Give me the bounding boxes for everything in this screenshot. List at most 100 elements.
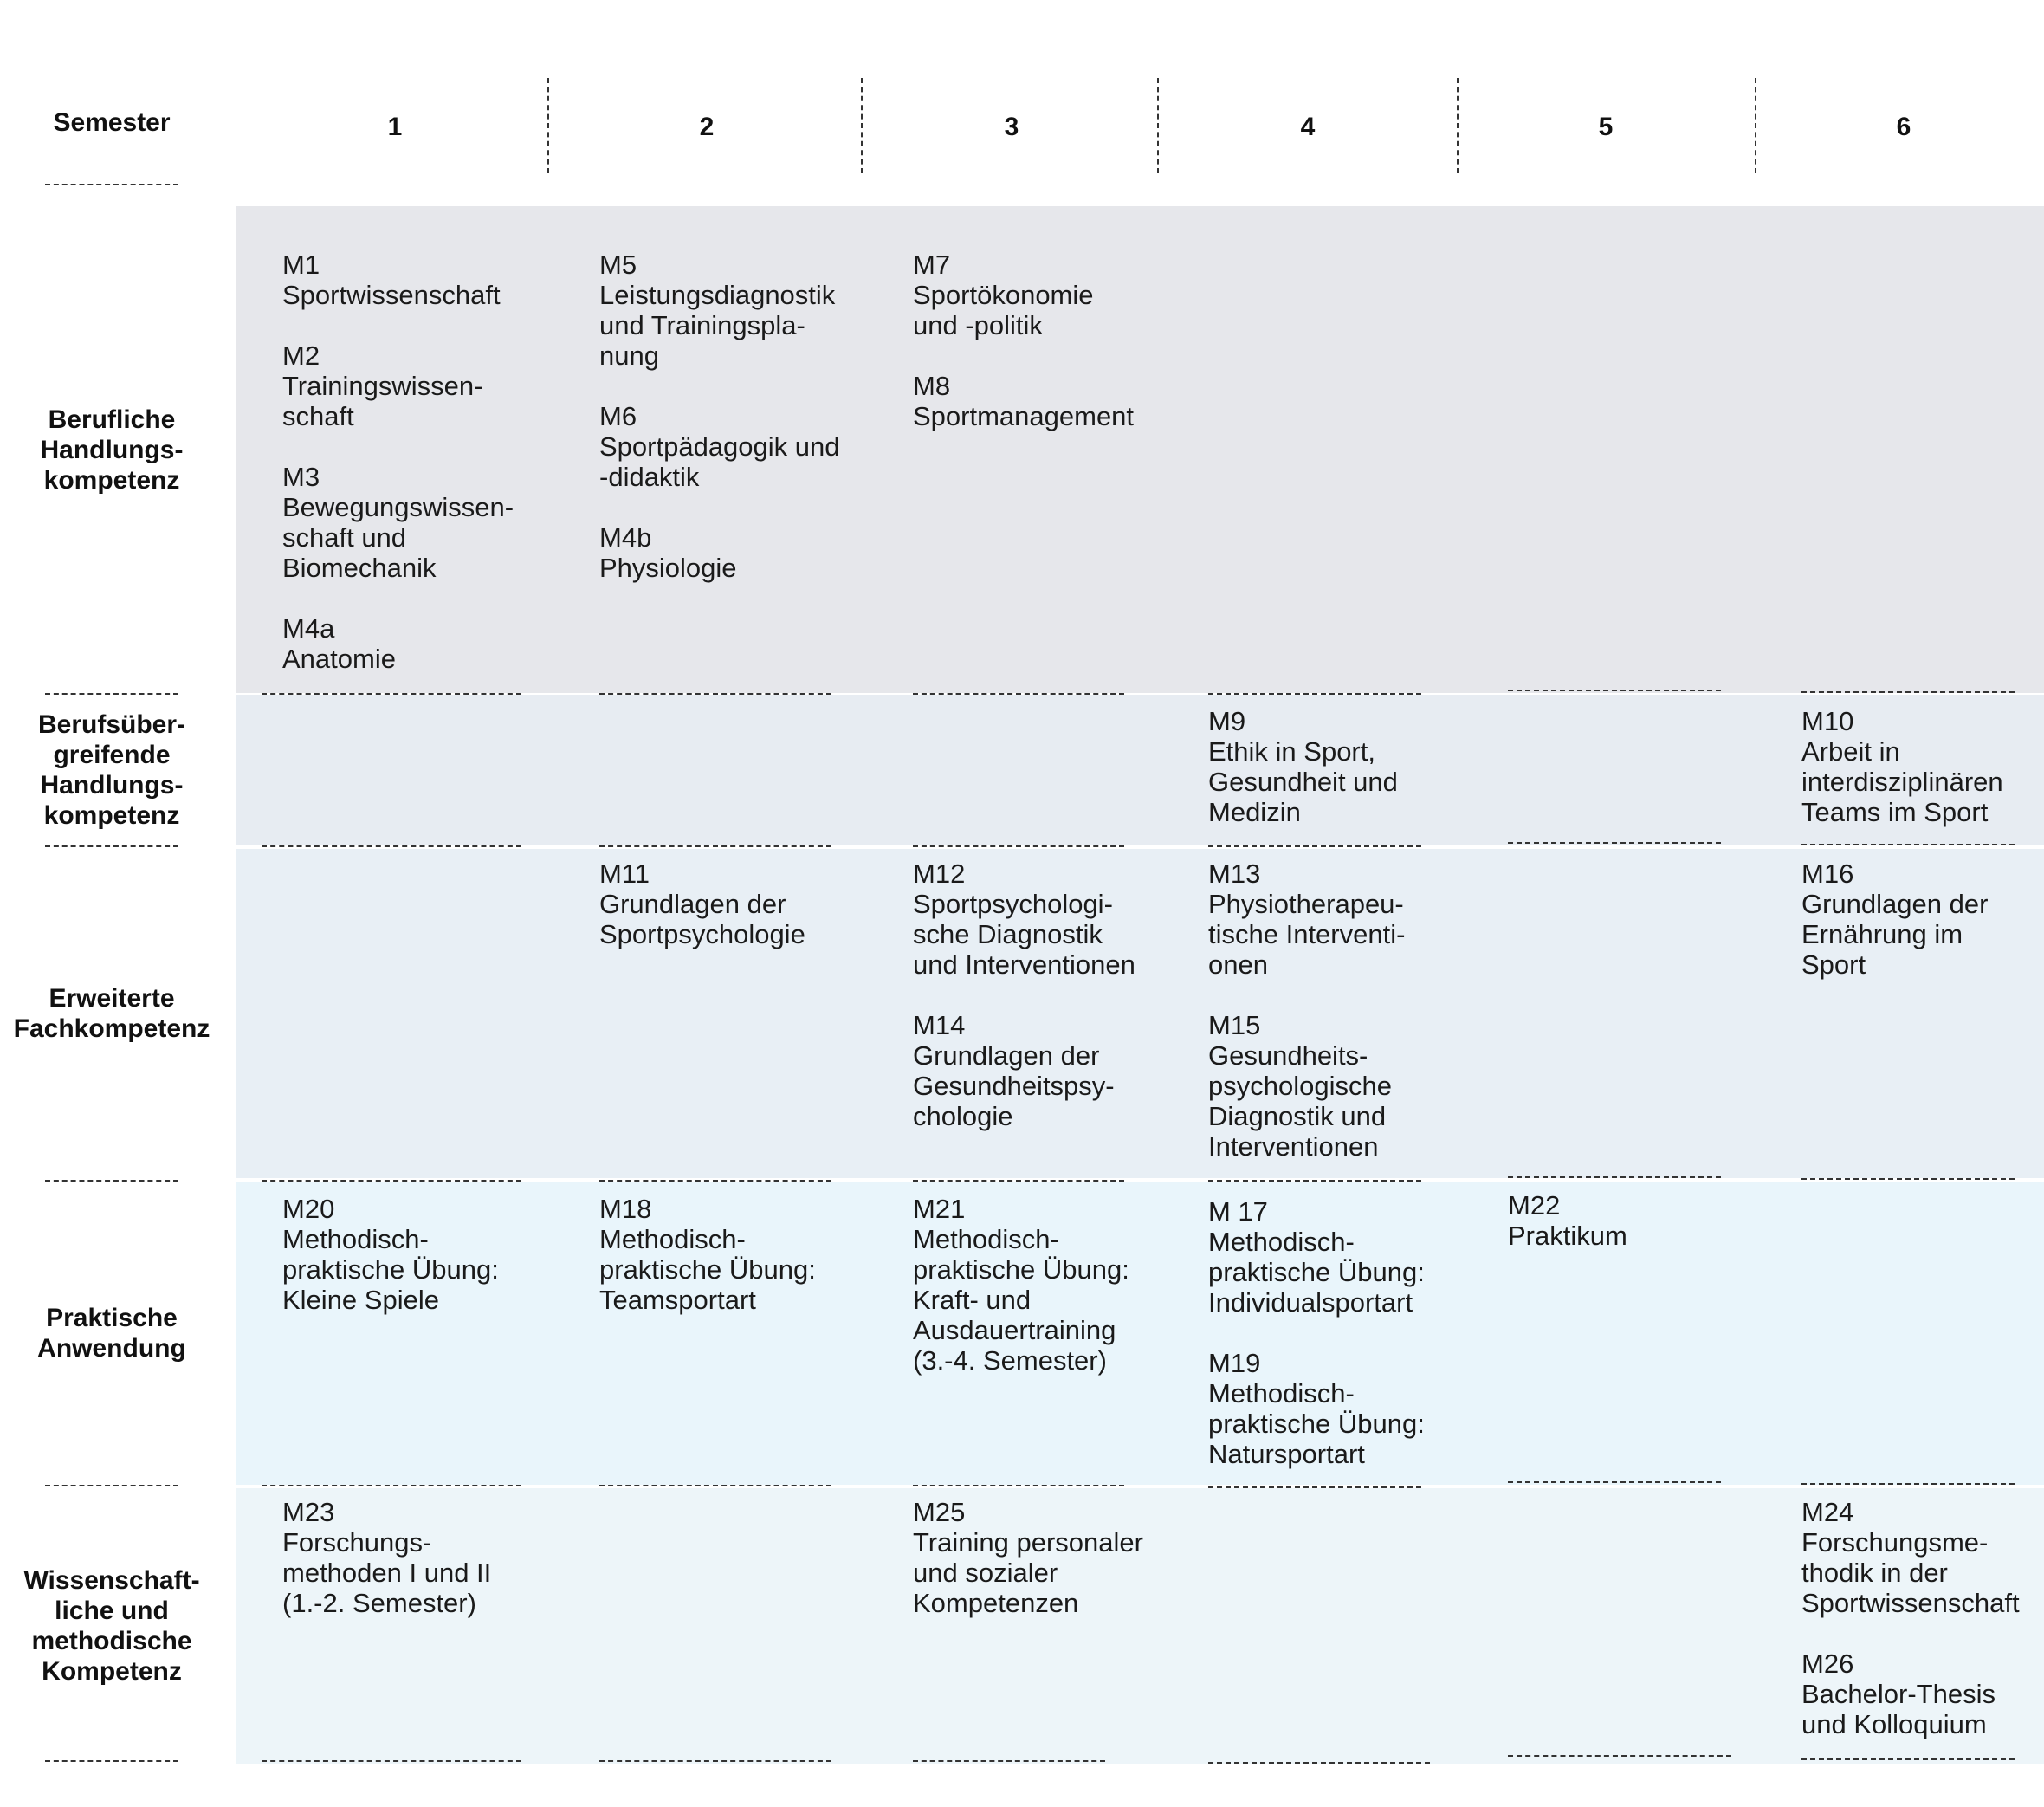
- module-title-line: Sportmanagement: [913, 401, 1135, 431]
- module-entry: M13 Physiotherapeu-tische Interventi-onen: [1208, 858, 1405, 980]
- module-title-line: (3.-4. Semester): [913, 1345, 1107, 1376]
- cell-separator: [913, 845, 1124, 847]
- module-entry: M4a Anatomie: [282, 613, 514, 674]
- cell-separator: [1801, 691, 2015, 693]
- module-title-line: Teamsportart: [599, 1285, 756, 1315]
- module-cell: M1 Sportwissenschaft M2 Trainingswissen-sch…: [282, 249, 514, 674]
- module-entry: M8 Sportmanagement: [913, 371, 1134, 431]
- module-cell: M11 Grundlagen der Sportpsychologie: [599, 858, 805, 949]
- module-code: M16: [1801, 858, 1854, 889]
- module-cell: M9 Ethik in Sport, Gesundheit und Medizin: [1208, 706, 1398, 827]
- module-code: M2: [282, 340, 320, 371]
- module-title-line: methoden I und II: [282, 1558, 492, 1588]
- module-code: M3: [282, 462, 320, 492]
- module-title-line: Training personaler: [913, 1527, 1143, 1558]
- module-entry: M2 Trainingswissen-schaft: [282, 340, 514, 431]
- cell-separator: [913, 693, 1124, 695]
- module-code: M15: [1208, 1010, 1261, 1040]
- row-band-erweiterte: [236, 849, 2044, 1178]
- module-title-line: sche Diagnostik: [913, 919, 1103, 949]
- module-cell: M22 Praktikum: [1508, 1190, 1627, 1251]
- module-code: M26: [1801, 1648, 1854, 1679]
- module-title-line: Physiotherapeu-: [1208, 889, 1404, 919]
- module-cell: M16 Grundlagen der Ernährung im Sport: [1801, 858, 1988, 980]
- cell-separator: [599, 1180, 831, 1182]
- module-title-line: -didaktik: [599, 462, 700, 492]
- module-code: M6: [599, 401, 637, 431]
- cell-separator: [913, 1180, 1124, 1182]
- module-entry: M20 Methodisch-praktische Übung: Kleine Sp…: [282, 1194, 499, 1315]
- module-code: M14: [913, 1010, 966, 1040]
- module-title-line: schaft und: [282, 522, 407, 553]
- module-entry: M12 Sportpsychologi-sche Diagnostik und In…: [913, 858, 1135, 980]
- row-label-separator: [45, 184, 178, 185]
- module-title-line: Grundlagen der: [599, 889, 786, 919]
- module-cell: M5 Leistungsdiagnostik und Trainingspla-nu…: [599, 249, 840, 583]
- module-entry: M22 Praktikum: [1508, 1190, 1627, 1251]
- module-entry: M16 Grundlagen der Ernährung im Sport: [1801, 858, 1988, 980]
- module-code: M4a: [282, 613, 335, 644]
- module-title-line: Ethik in Sport,: [1208, 736, 1375, 767]
- module-title-line: Ernährung im: [1801, 919, 1963, 949]
- module-code: M22: [1508, 1190, 1561, 1221]
- module-title-line: Leistungsdiagnostik: [599, 280, 836, 310]
- module-cell: M23 Forschungs-methoden I und II (1.-2. Se…: [282, 1497, 491, 1618]
- module-title-line: Kleine Spiele: [282, 1285, 439, 1315]
- module-title-line: Teams im Sport: [1801, 797, 1989, 827]
- cell-separator: [262, 1485, 521, 1486]
- semester-header-2: 2: [699, 113, 715, 141]
- row-band-berufsuebergreifende: [236, 695, 2044, 845]
- module-title-line: Anatomie: [282, 644, 396, 674]
- module-entry: M6 Sportpädagogik und -didaktik: [599, 401, 840, 492]
- module-title-line: Natursportart: [1208, 1439, 1365, 1469]
- semester-header-6: 6: [1896, 113, 1911, 141]
- semester-label: Semester: [53, 108, 171, 137]
- module-code: M23: [282, 1497, 335, 1527]
- cell-separator: [1208, 1762, 1430, 1764]
- cell-separator: [1208, 693, 1421, 695]
- module-title-line: Forschungs-: [282, 1527, 432, 1558]
- module-title-line: Praktikum: [1508, 1221, 1627, 1251]
- module-code: M5: [599, 249, 637, 280]
- module-code: M8: [913, 371, 951, 401]
- cell-separator: [1508, 1481, 1721, 1483]
- row-label-line: Erweiterte: [49, 984, 175, 1013]
- module-entry: M14 Grundlagen der Gesundheitspsy-chologie: [913, 1010, 1135, 1131]
- module-code: M21: [913, 1194, 966, 1224]
- row-label-line: Handlungs-: [40, 771, 184, 800]
- module-title-line: Gesundheit und: [1208, 767, 1398, 797]
- module-cell: M24 Forschungsme-thodik in der Sportwissen…: [1801, 1497, 2020, 1739]
- module-title-line: Kompetenzen: [913, 1588, 1079, 1618]
- module-entry: M15 Gesundheits-psychologische Diagnostik …: [1208, 1010, 1405, 1162]
- row-band-wissenschaftliche: [236, 1488, 2044, 1764]
- column-divider: [1755, 78, 1756, 173]
- cell-separator: [1508, 1176, 1721, 1178]
- module-code: M11: [599, 858, 650, 889]
- cell-separator: [1801, 1758, 2015, 1760]
- cell-separator: [1508, 842, 1721, 844]
- cell-separator: [1208, 1180, 1421, 1182]
- cell-separator: [262, 693, 521, 695]
- module-cell: M25 Training personaler und sozialer Kompet…: [913, 1497, 1143, 1618]
- module-title-line: praktische Übung:: [913, 1254, 1129, 1285]
- module-code: M25: [913, 1497, 966, 1527]
- module-title-line: Kraft- und: [913, 1285, 1032, 1315]
- module-title-line: Diagnostik und: [1208, 1101, 1387, 1131]
- module-code: M20: [282, 1194, 335, 1224]
- module-cell: M 17 Methodisch-praktische Übung: Individu…: [1208, 1196, 1425, 1469]
- row-label-line: Praktische: [46, 1304, 178, 1332]
- module-title-line: praktische Übung:: [1208, 1409, 1425, 1439]
- module-title-line: Gesundheits-: [1208, 1040, 1368, 1071]
- cell-separator: [599, 1485, 831, 1486]
- cell-separator: [913, 1485, 1124, 1486]
- cell-separator: [262, 845, 521, 847]
- module-code: M9: [1208, 706, 1246, 736]
- module-entry: M1 Sportwissenschaft: [282, 249, 514, 310]
- row-label: Berufliche Handlungs-kompetenz: [0, 206, 223, 693]
- module-entry: M11 Grundlagen der Sportpsychologie: [599, 858, 805, 949]
- row-band-berufliche: [236, 206, 2044, 693]
- row-label-line: Berufsüber-: [37, 710, 186, 739]
- module-entry: M5 Leistungsdiagnostik und Trainingspla-nu…: [599, 249, 840, 371]
- module-entry: M24 Forschungsme-thodik in der Sportwissen…: [1801, 1497, 2020, 1618]
- module-title-line: tische Interventi-: [1208, 919, 1406, 949]
